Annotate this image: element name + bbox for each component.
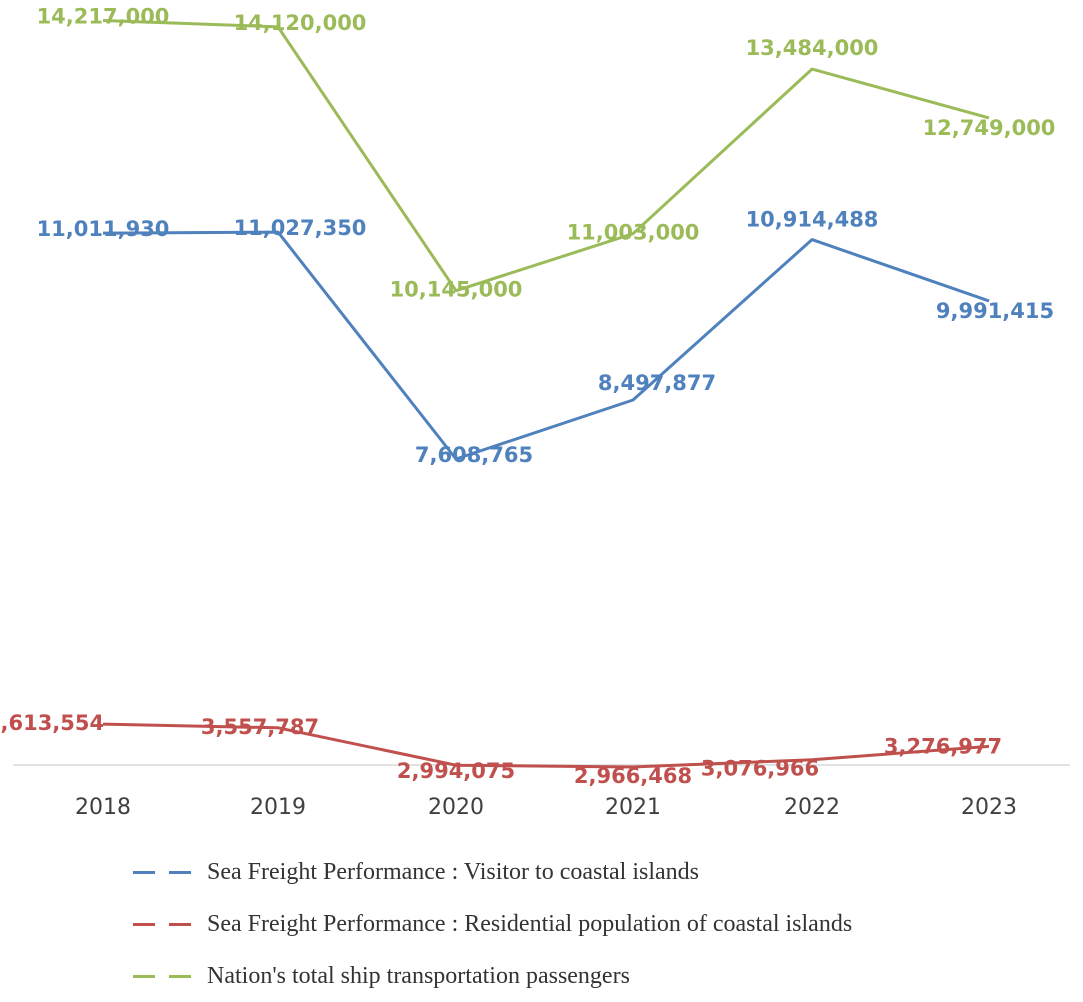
data-label-visitors-2021: 8,497,877 xyxy=(598,371,716,395)
x-tick-label-2022: 2022 xyxy=(784,795,840,820)
series-line-total-passengers xyxy=(102,19,990,293)
legend-label-visitors: Sea Freight Performance : Visitor to coa… xyxy=(207,858,700,885)
data-label-residents-2019: 3,557,787 xyxy=(201,715,319,739)
chart-legend: Sea Freight Performance : Visitor to coa… xyxy=(133,846,1033,1002)
data-label-residents-2021: 2,966,468 xyxy=(574,764,692,788)
legend-swatch-total-passengers xyxy=(133,964,197,988)
legend-label-residents: Sea Freight Performance : Residential po… xyxy=(207,910,853,937)
data-label-visitors-2020: 7,608,765 xyxy=(415,443,533,467)
x-tick-label-2023: 2023 xyxy=(961,795,1017,820)
legend-label-total-passengers: Nation's total ship transportation passe… xyxy=(207,962,630,989)
legend-swatch-visitors xyxy=(133,860,197,884)
x-tick-label-2018: 2018 xyxy=(75,795,131,820)
series-line-visitors xyxy=(102,230,990,461)
x-tick-label-2020: 2020 xyxy=(428,795,484,820)
x-tick-label-2021: 2021 xyxy=(605,795,661,820)
data-label-residents-2018: 3,613,554 xyxy=(0,711,104,735)
data-label-visitors-2018: 11,011,930 xyxy=(37,217,170,241)
data-label-visitors-2023: 9,991,415 xyxy=(936,299,1054,323)
data-label-total-passengers-2020: 10,145,000 xyxy=(390,278,523,302)
legend-item-total-passengers: Nation's total ship transportation passe… xyxy=(133,950,1033,1002)
data-label-total-passengers-2021: 11,003,000 xyxy=(567,221,700,245)
x-tick-label-2019: 2019 xyxy=(250,795,306,820)
data-label-visitors-2019: 11,027,350 xyxy=(234,216,367,240)
legend-swatch-residents xyxy=(133,912,197,936)
data-label-total-passengers-2019: 14,120,000 xyxy=(234,11,367,35)
data-label-total-passengers-2022: 13,484,000 xyxy=(746,36,879,60)
data-label-visitors-2022: 10,914,488 xyxy=(746,208,879,232)
data-label-residents-2022: 3,076,966 xyxy=(701,757,819,781)
data-label-residents-2023: 3,276,977 xyxy=(884,734,1002,758)
legend-item-visitors: Sea Freight Performance : Visitor to coa… xyxy=(133,846,1033,898)
data-label-total-passengers-2023: 12,749,000 xyxy=(923,116,1056,140)
series-line-residents xyxy=(102,722,990,769)
legend-item-residents: Sea Freight Performance : Residential po… xyxy=(133,898,1033,950)
data-label-total-passengers-2018: 14,217,000 xyxy=(37,4,170,28)
data-label-residents-2020: 2,994,075 xyxy=(397,759,515,783)
